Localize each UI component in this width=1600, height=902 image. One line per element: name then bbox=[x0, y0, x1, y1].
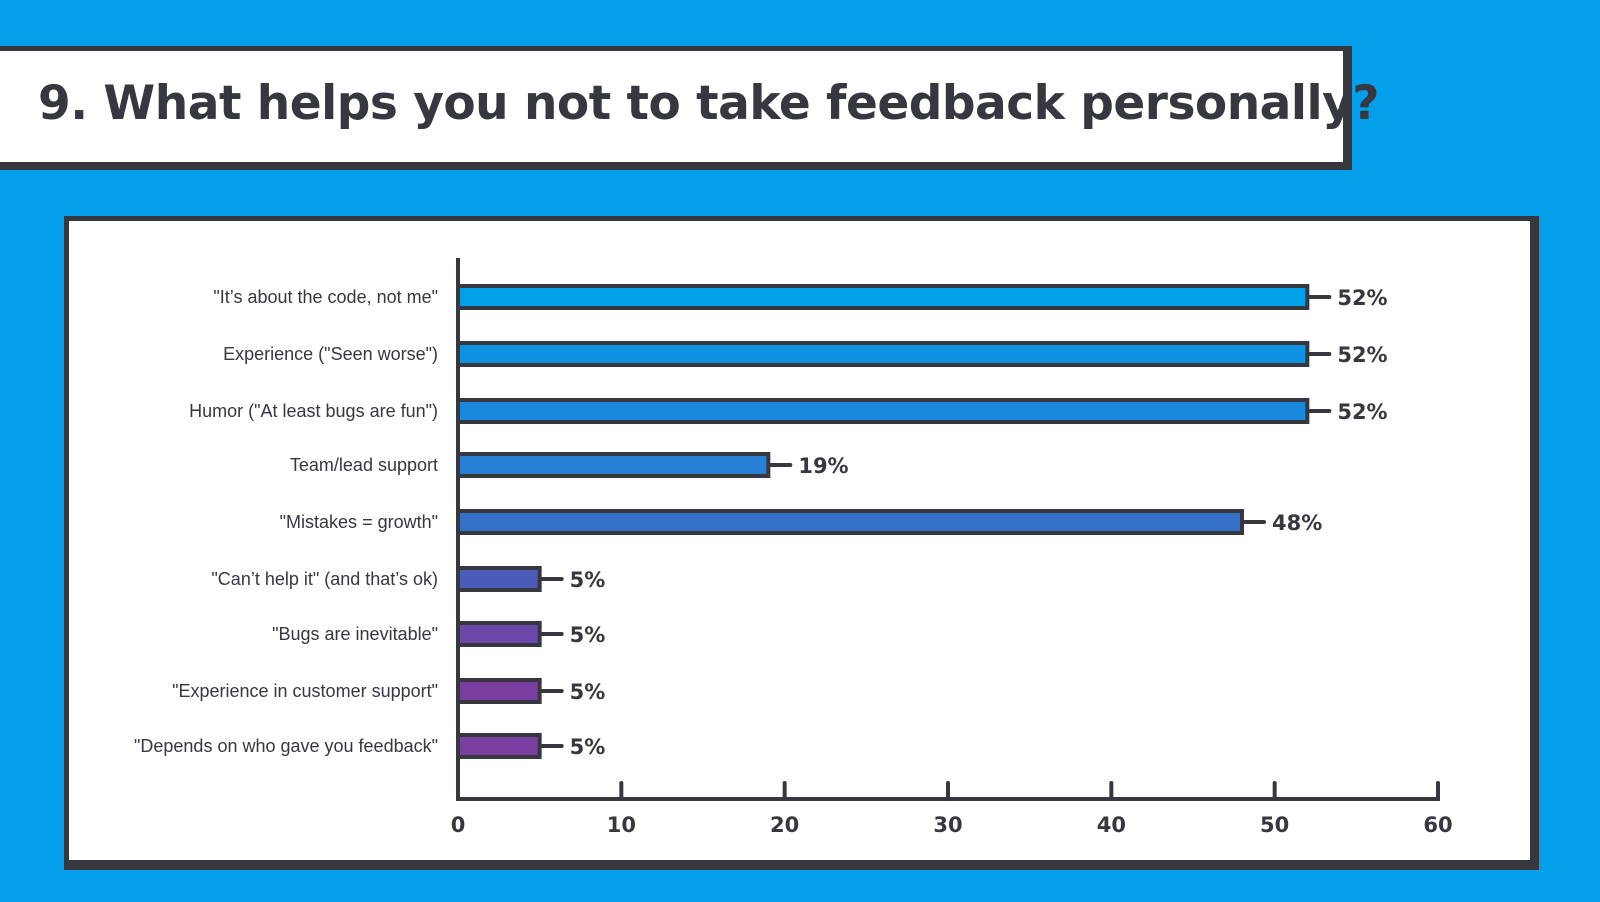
bar bbox=[456, 452, 771, 478]
bar bbox=[456, 398, 1310, 424]
bar bbox=[456, 621, 542, 647]
chart-panel bbox=[64, 216, 1539, 870]
value-label: 5% bbox=[570, 680, 606, 704]
value-label: 5% bbox=[570, 568, 606, 592]
category-label: "Experience in customer support" bbox=[172, 681, 438, 701]
x-tick-label: 30 bbox=[933, 813, 962, 837]
category-label: "Bugs are inevitable" bbox=[272, 624, 438, 644]
value-label: 5% bbox=[570, 623, 606, 647]
category-label: Team/lead support bbox=[290, 455, 438, 475]
x-tick-label: 40 bbox=[1097, 813, 1126, 837]
value-label: 52% bbox=[1337, 286, 1387, 310]
value-label: 52% bbox=[1337, 400, 1387, 424]
category-label: "Can’t help it" (and that’s ok) bbox=[211, 569, 438, 589]
category-label: "Depends on who gave you feedback" bbox=[134, 736, 438, 756]
category-label: "It’s about the code, not me" bbox=[213, 287, 438, 307]
category-label: Humor ("At least bugs are fun") bbox=[189, 401, 438, 421]
x-tick-label: 50 bbox=[1260, 813, 1289, 837]
category-label: "Mistakes = growth" bbox=[280, 512, 438, 532]
x-tick-label: 60 bbox=[1423, 813, 1452, 837]
x-tick-label: 20 bbox=[770, 813, 799, 837]
bar bbox=[456, 341, 1310, 367]
value-label: 19% bbox=[798, 454, 848, 478]
x-tick-label: 10 bbox=[607, 813, 636, 837]
category-label: Experience ("Seen worse") bbox=[223, 344, 438, 364]
title-box bbox=[0, 46, 1352, 170]
value-label: 52% bbox=[1337, 343, 1387, 367]
bar bbox=[456, 566, 542, 592]
x-tick-label: 0 bbox=[451, 813, 466, 837]
bar bbox=[456, 509, 1244, 535]
bar bbox=[456, 284, 1310, 310]
page-title: 9. What helps you not to take feedback p… bbox=[38, 76, 1380, 131]
value-label: 48% bbox=[1272, 511, 1322, 535]
bar bbox=[456, 678, 542, 704]
bar bbox=[456, 733, 542, 759]
value-label: 5% bbox=[570, 735, 606, 759]
